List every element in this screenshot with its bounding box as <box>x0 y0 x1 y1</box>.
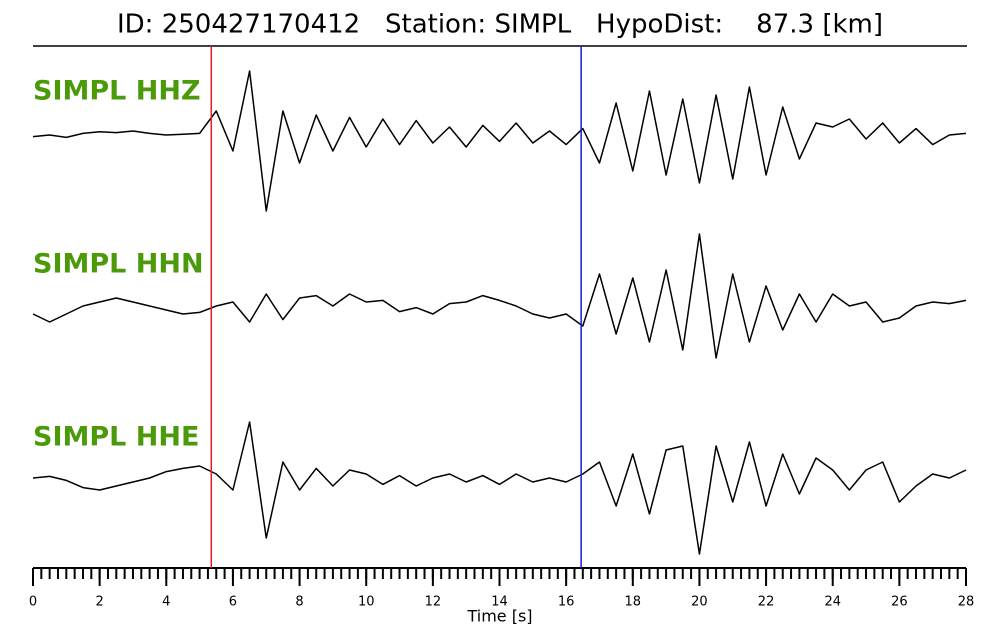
trace-name: SIMPL HHE <box>33 422 199 453</box>
trace-name: SIMPL HHZ <box>33 76 201 107</box>
x-tick-label: 10 <box>358 595 375 610</box>
waveform <box>32 421 967 555</box>
x-tick-label: 24 <box>824 595 841 610</box>
x-tick-label: 6 <box>229 595 237 610</box>
x-tick-label: 2 <box>96 595 104 610</box>
waveform <box>32 70 967 212</box>
x-tick-label: 22 <box>758 595 775 610</box>
x-tick-label: 8 <box>295 595 303 610</box>
x-tick-label: 20 <box>691 595 708 610</box>
x-axis-label: Time [s] <box>466 607 532 626</box>
x-tick-label: 0 <box>29 595 37 610</box>
x-tick-label: 14 <box>491 595 508 610</box>
x-tick-label: 18 <box>625 595 642 610</box>
chart-title: ID: 250427170412 Station: SIMPL HypoDist… <box>117 10 883 40</box>
x-tick-label: 28 <box>958 595 975 610</box>
x-tick-label: 26 <box>891 595 908 610</box>
trace-name: SIMPL HHN <box>33 249 204 280</box>
x-tick-label: 16 <box>558 595 575 610</box>
x-tick-label: 12 <box>425 595 442 610</box>
waveform <box>32 233 967 359</box>
x-tick-label: 4 <box>162 595 170 610</box>
